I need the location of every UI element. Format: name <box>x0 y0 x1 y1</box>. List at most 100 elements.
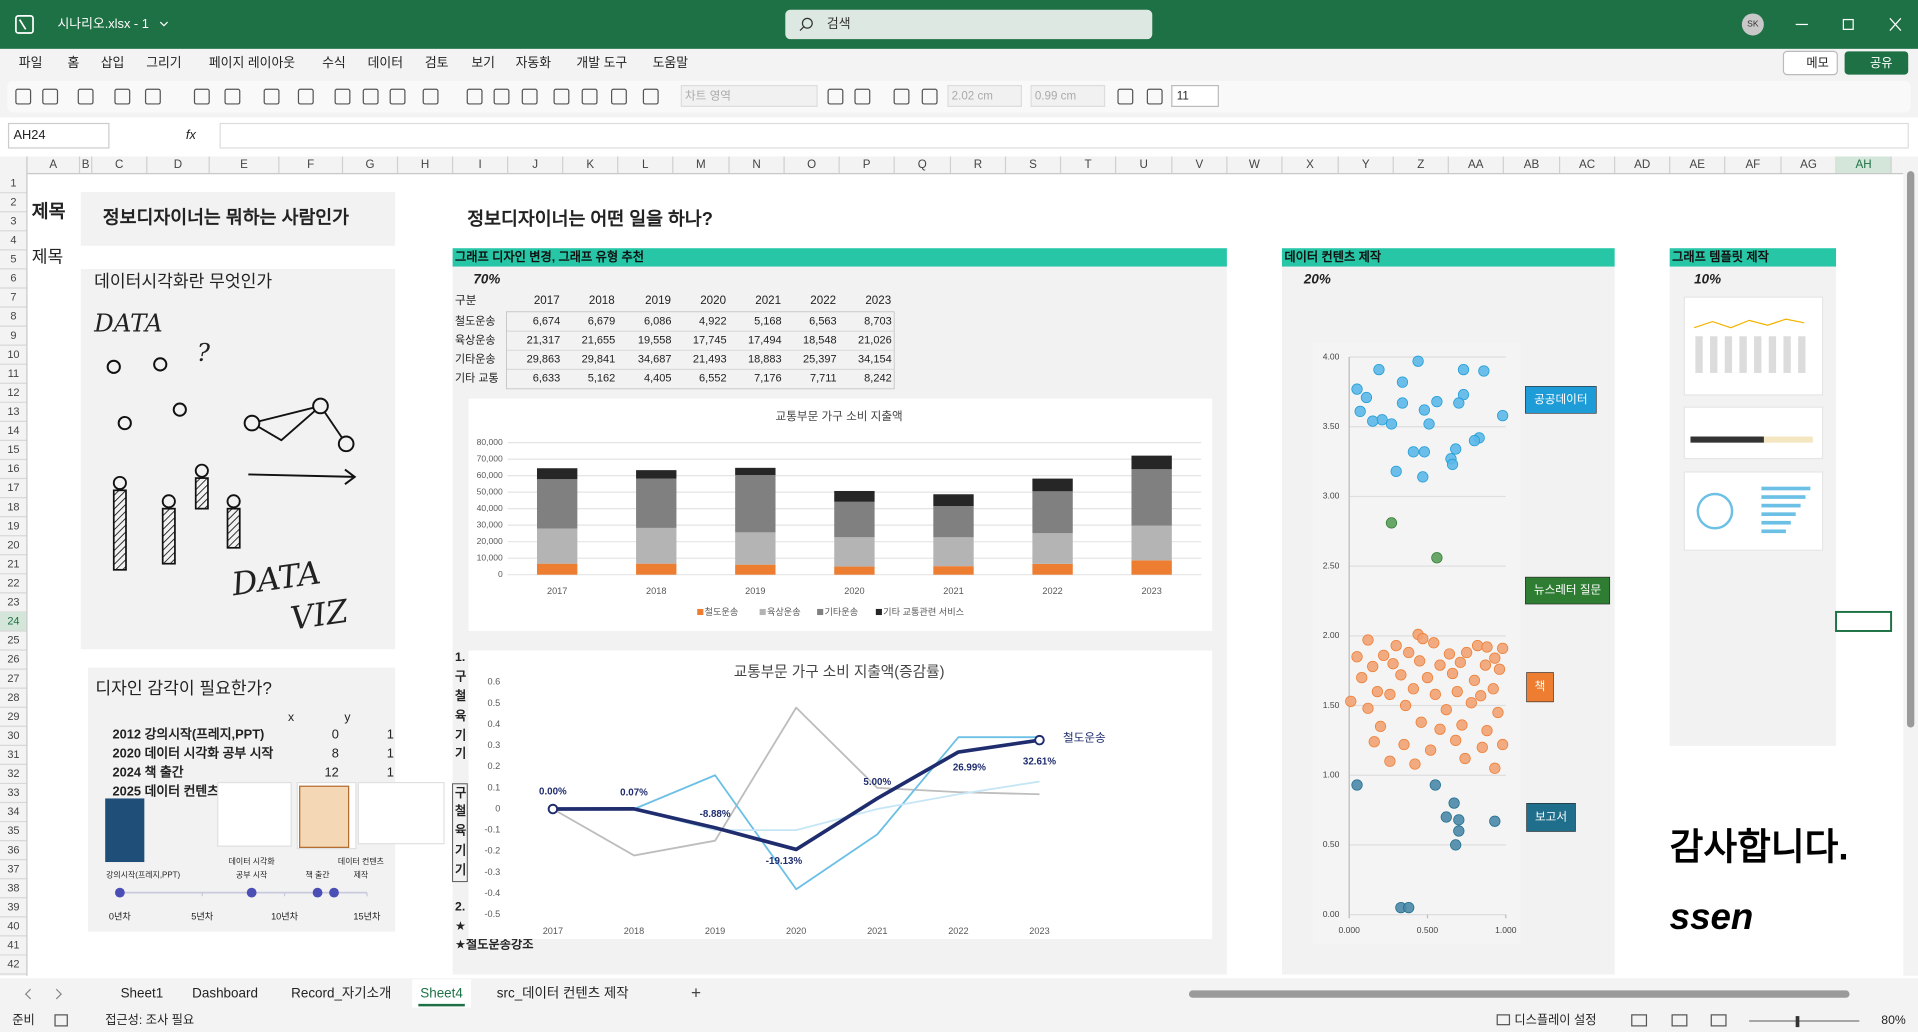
column-header[interactable]: AC <box>1579 158 1595 171</box>
column-header[interactable]: O <box>807 158 816 171</box>
sheet-tab[interactable]: Sheet1 <box>121 986 164 1001</box>
ribbon-icon[interactable] <box>42 88 59 105</box>
row-header[interactable]: 12 <box>7 387 19 399</box>
zoom-thumb[interactable] <box>1795 1016 1800 1028</box>
status-accessibility[interactable]: 접근성: 조사 필요 <box>105 1013 194 1027</box>
row-header[interactable]: 9 <box>10 330 16 342</box>
ribbon-icon[interactable] <box>827 88 844 105</box>
h-scroll-thumb[interactable] <box>1188 990 1850 998</box>
row-header[interactable]: 20 <box>7 539 19 551</box>
ribbon-icon[interactable] <box>642 88 659 105</box>
ribbon-icon[interactable] <box>1117 88 1134 105</box>
row-header[interactable]: 33 <box>7 787 19 799</box>
column-header[interactable]: X <box>1306 158 1314 171</box>
row-header[interactable]: 24 <box>7 616 19 628</box>
row-header[interactable]: 36 <box>7 844 19 856</box>
column-header[interactable]: K <box>586 158 594 171</box>
row-header[interactable]: 7 <box>10 292 16 304</box>
column-header[interactable]: A <box>49 158 57 171</box>
memo-button[interactable] <box>1782 50 1838 76</box>
column-header[interactable]: T <box>1085 158 1092 171</box>
row-header[interactable]: 37 <box>7 863 19 875</box>
menu-item[interactable]: 홈 <box>67 55 79 70</box>
row-header[interactable]: 10 <box>7 349 19 361</box>
row-header[interactable]: 39 <box>7 901 19 913</box>
row-header[interactable]: 28 <box>7 692 19 704</box>
menu-item[interactable]: 도움말 <box>653 55 689 70</box>
column-header[interactable]: I <box>478 158 481 171</box>
row-header[interactable]: 34 <box>7 806 19 818</box>
menu-item[interactable]: 자동화 <box>516 55 552 70</box>
column-header[interactable]: AA <box>1468 158 1484 171</box>
status-display[interactable]: 디스플레이 설정 <box>1514 1013 1596 1027</box>
sheet-tab[interactable]: Dashboard <box>192 986 258 1001</box>
menu-item[interactable]: 페이지 레이아웃 <box>209 55 295 70</box>
ribbon-icon[interactable] <box>77 88 94 105</box>
row-header[interactable]: 15 <box>7 444 19 456</box>
column-header[interactable]: AH <box>1855 158 1871 171</box>
menu-item[interactable]: 보기 <box>471 55 495 70</box>
tab-nav[interactable] <box>24 988 63 1000</box>
ribbon-icon[interactable] <box>493 88 510 105</box>
row-header[interactable]: 35 <box>7 825 19 837</box>
ribbon-icon[interactable] <box>224 88 241 105</box>
ribbon-icon[interactable] <box>553 88 570 105</box>
menu-item[interactable]: 파일 <box>19 55 43 70</box>
column-header[interactable]: D <box>174 158 182 171</box>
ribbon-icon[interactable] <box>422 88 439 105</box>
column-header[interactable]: H <box>421 158 429 171</box>
ribbon-icon[interactable] <box>1146 88 1163 105</box>
column-header[interactable]: AG <box>1800 158 1817 171</box>
column-header[interactable]: L <box>642 158 649 171</box>
column-header[interactable]: W <box>1249 158 1260 171</box>
view-icon[interactable] <box>1671 1014 1688 1027</box>
font-size-box[interactable] <box>1171 84 1219 107</box>
user-avatar[interactable] <box>1741 13 1764 36</box>
share-button[interactable] <box>1844 51 1909 75</box>
ribbon-icon[interactable] <box>144 88 161 105</box>
row-header[interactable]: 6 <box>10 273 16 285</box>
row-header[interactable]: 18 <box>7 501 19 513</box>
ribbon-icon[interactable] <box>921 88 938 105</box>
sheet-tab[interactable]: Record_자기소개 <box>291 986 391 1001</box>
menu-item[interactable]: 그리기 <box>146 55 181 70</box>
column-header[interactable]: C <box>115 158 123 171</box>
row-header[interactable]: 8 <box>10 311 16 323</box>
ribbon-icon[interactable] <box>15 88 32 105</box>
row-header[interactable]: 4 <box>10 234 16 246</box>
ribbon-icon[interactable] <box>193 88 210 105</box>
row-header[interactable]: 41 <box>7 940 19 952</box>
row-header[interactable]: 25 <box>7 635 19 647</box>
ribbon-icon[interactable] <box>854 88 871 105</box>
column-header[interactable]: Q <box>918 158 927 171</box>
row-header[interactable]: 11 <box>8 368 19 380</box>
ribbon-icon[interactable] <box>893 88 910 105</box>
ribbon-icon[interactable] <box>362 88 379 105</box>
column-header[interactable]: Y <box>1362 158 1370 171</box>
name-box[interactable] <box>7 122 110 149</box>
row-header[interactable]: 21 <box>7 558 19 570</box>
column-header[interactable]: AF <box>1745 158 1760 171</box>
row-header[interactable]: 22 <box>7 578 19 590</box>
row-header[interactable]: 32 <box>7 768 19 780</box>
column-header[interactable]: F <box>307 158 314 171</box>
v-scroll-thumb[interactable] <box>1906 171 1915 728</box>
row-header[interactable]: 23 <box>7 597 19 609</box>
row-header[interactable]: 16 <box>7 463 19 475</box>
column-header[interactable]: AE <box>1689 158 1705 171</box>
row-header[interactable]: 30 <box>7 730 19 742</box>
row-header[interactable]: 3 <box>10 215 16 227</box>
menu-item[interactable]: 데이터 <box>368 55 403 70</box>
column-header[interactable]: J <box>532 158 538 171</box>
row-header[interactable]: 26 <box>7 654 19 666</box>
column-header[interactable]: N <box>752 158 760 171</box>
width-box[interactable] <box>1030 84 1106 107</box>
row-header[interactable]: 5 <box>10 254 16 266</box>
column-header[interactable]: M <box>696 158 706 171</box>
formula-input[interactable] <box>219 122 1909 149</box>
ribbon-icon[interactable] <box>521 88 538 105</box>
row-header[interactable]: 31 <box>7 749 19 761</box>
row-header[interactable]: 40 <box>7 921 19 933</box>
column-header[interactable]: E <box>240 158 248 171</box>
view-icon[interactable] <box>1631 1014 1648 1027</box>
